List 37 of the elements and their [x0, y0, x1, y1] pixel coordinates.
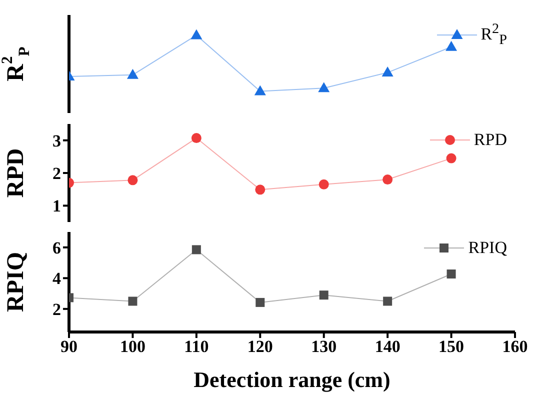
y-tick-label: 6	[52, 238, 61, 258]
y-tick-label: 3	[52, 131, 61, 150]
y-axis-title: RPIQ	[3, 252, 29, 312]
point	[319, 290, 328, 300]
x-tick-label: 130	[311, 337, 337, 356]
point	[190, 29, 202, 40]
x-tick-label: 120	[247, 337, 273, 356]
x-axis-title: Detection range (cm)	[194, 367, 390, 392]
point	[192, 245, 201, 254]
y-tick-label: 2	[52, 300, 61, 319]
point	[383, 296, 392, 306]
point	[255, 184, 266, 195]
x-tick-label: 160	[502, 337, 528, 356]
point	[318, 179, 329, 190]
y-tick-label: 1	[52, 196, 61, 216]
point	[191, 133, 202, 144]
y-axis-title: RPD	[3, 148, 29, 198]
point	[382, 66, 394, 77]
y-tick-label: 2	[52, 164, 61, 184]
point	[128, 175, 138, 186]
x-tick-label: 90	[60, 337, 78, 356]
point	[126, 68, 138, 79]
x-tick-label: 150	[438, 337, 464, 356]
point	[254, 85, 266, 96]
x-tick-label: 110	[184, 337, 209, 356]
x-tick-label: 100	[120, 337, 146, 356]
point	[128, 296, 138, 306]
point	[382, 174, 393, 185]
point	[446, 153, 456, 164]
point	[446, 40, 458, 51]
point	[318, 82, 330, 92]
legend-label: RPD	[474, 130, 507, 150]
point	[446, 270, 456, 278]
y-tick-label: 4	[52, 269, 62, 288]
point	[256, 298, 265, 307]
x-tick-label: 140	[374, 337, 400, 356]
legend-label: RPIQ	[468, 238, 507, 258]
